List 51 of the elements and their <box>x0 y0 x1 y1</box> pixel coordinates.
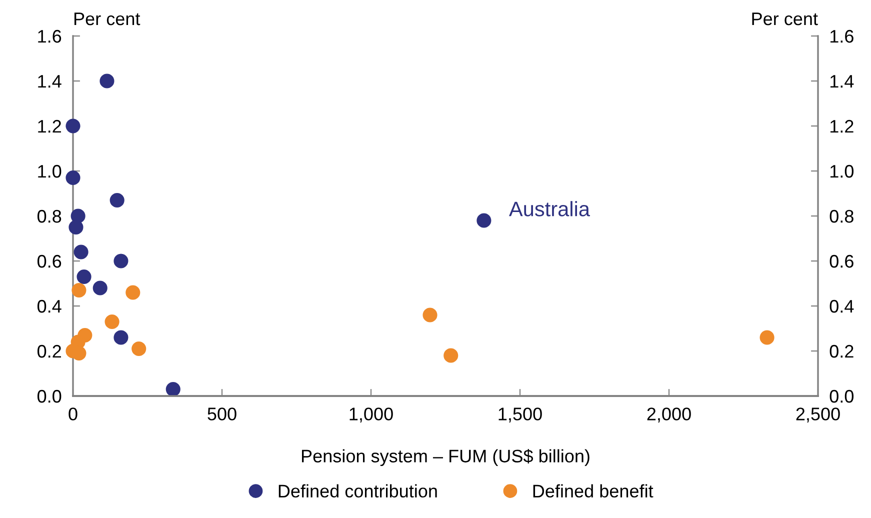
x-tick-label: 1,000 <box>350 408 393 423</box>
y2-axis-title: Per cent <box>752 12 818 26</box>
point <box>110 192 124 208</box>
point <box>72 346 86 361</box>
y-tick-label: 1.0 <box>38 164 62 178</box>
x-tick-label: 500 <box>208 408 236 420</box>
y2-tick-label: 1.4 <box>830 75 854 88</box>
point <box>760 330 774 345</box>
x-tick-label: 0 <box>68 408 78 420</box>
point <box>92 280 108 296</box>
point <box>74 244 88 260</box>
y-tick-label: 0.4 <box>37 300 62 313</box>
y-tick-label: 1.4 <box>38 75 62 88</box>
point <box>70 208 86 224</box>
point <box>444 348 458 363</box>
point <box>66 170 80 186</box>
y-axis-title: Per cent <box>74 12 140 26</box>
y2-tick-label: 1.0 <box>830 164 854 178</box>
point <box>104 314 120 330</box>
y-tick-label: 0.8 <box>37 210 62 223</box>
point <box>166 382 180 397</box>
legend-label: Defined benefit <box>533 484 654 498</box>
y2-tick-label: 1.6 <box>830 30 854 43</box>
y-tick-label: 0.6 <box>37 254 62 268</box>
y-tick-label: 1.6 <box>38 30 62 43</box>
x-tick-label: 2,000 <box>647 408 691 423</box>
y-tick-label: 0.0 <box>37 390 62 403</box>
y2-tick-label: 0.2 <box>830 344 854 358</box>
y2-tick-label: 0.0 <box>830 390 854 403</box>
point <box>68 220 84 235</box>
y-tick-label: 1.2 <box>38 120 61 133</box>
y2-tick-label: 0.8 <box>830 210 854 223</box>
point <box>422 308 438 322</box>
y2-tick-label: 1.2 <box>830 120 854 133</box>
annotation: Australia <box>508 201 590 216</box>
point <box>76 269 92 284</box>
legend-label: Defined contribution <box>278 484 437 498</box>
x-axis-title: Pension system – FUM (US$ billion) <box>302 448 590 466</box>
point <box>114 330 128 345</box>
y-tick-label: 0.2 <box>37 344 61 358</box>
point <box>66 118 80 134</box>
x-tick-label: 1,500 <box>498 408 542 423</box>
point <box>72 282 86 298</box>
point <box>132 341 146 356</box>
x-tick-label: 2,500 <box>796 408 840 423</box>
point <box>100 74 114 88</box>
point <box>114 254 128 268</box>
point <box>126 285 140 300</box>
point <box>476 213 492 228</box>
y2-tick-label: 0.4 <box>830 300 854 313</box>
y2-tick-label: 0.6 <box>830 254 854 268</box>
